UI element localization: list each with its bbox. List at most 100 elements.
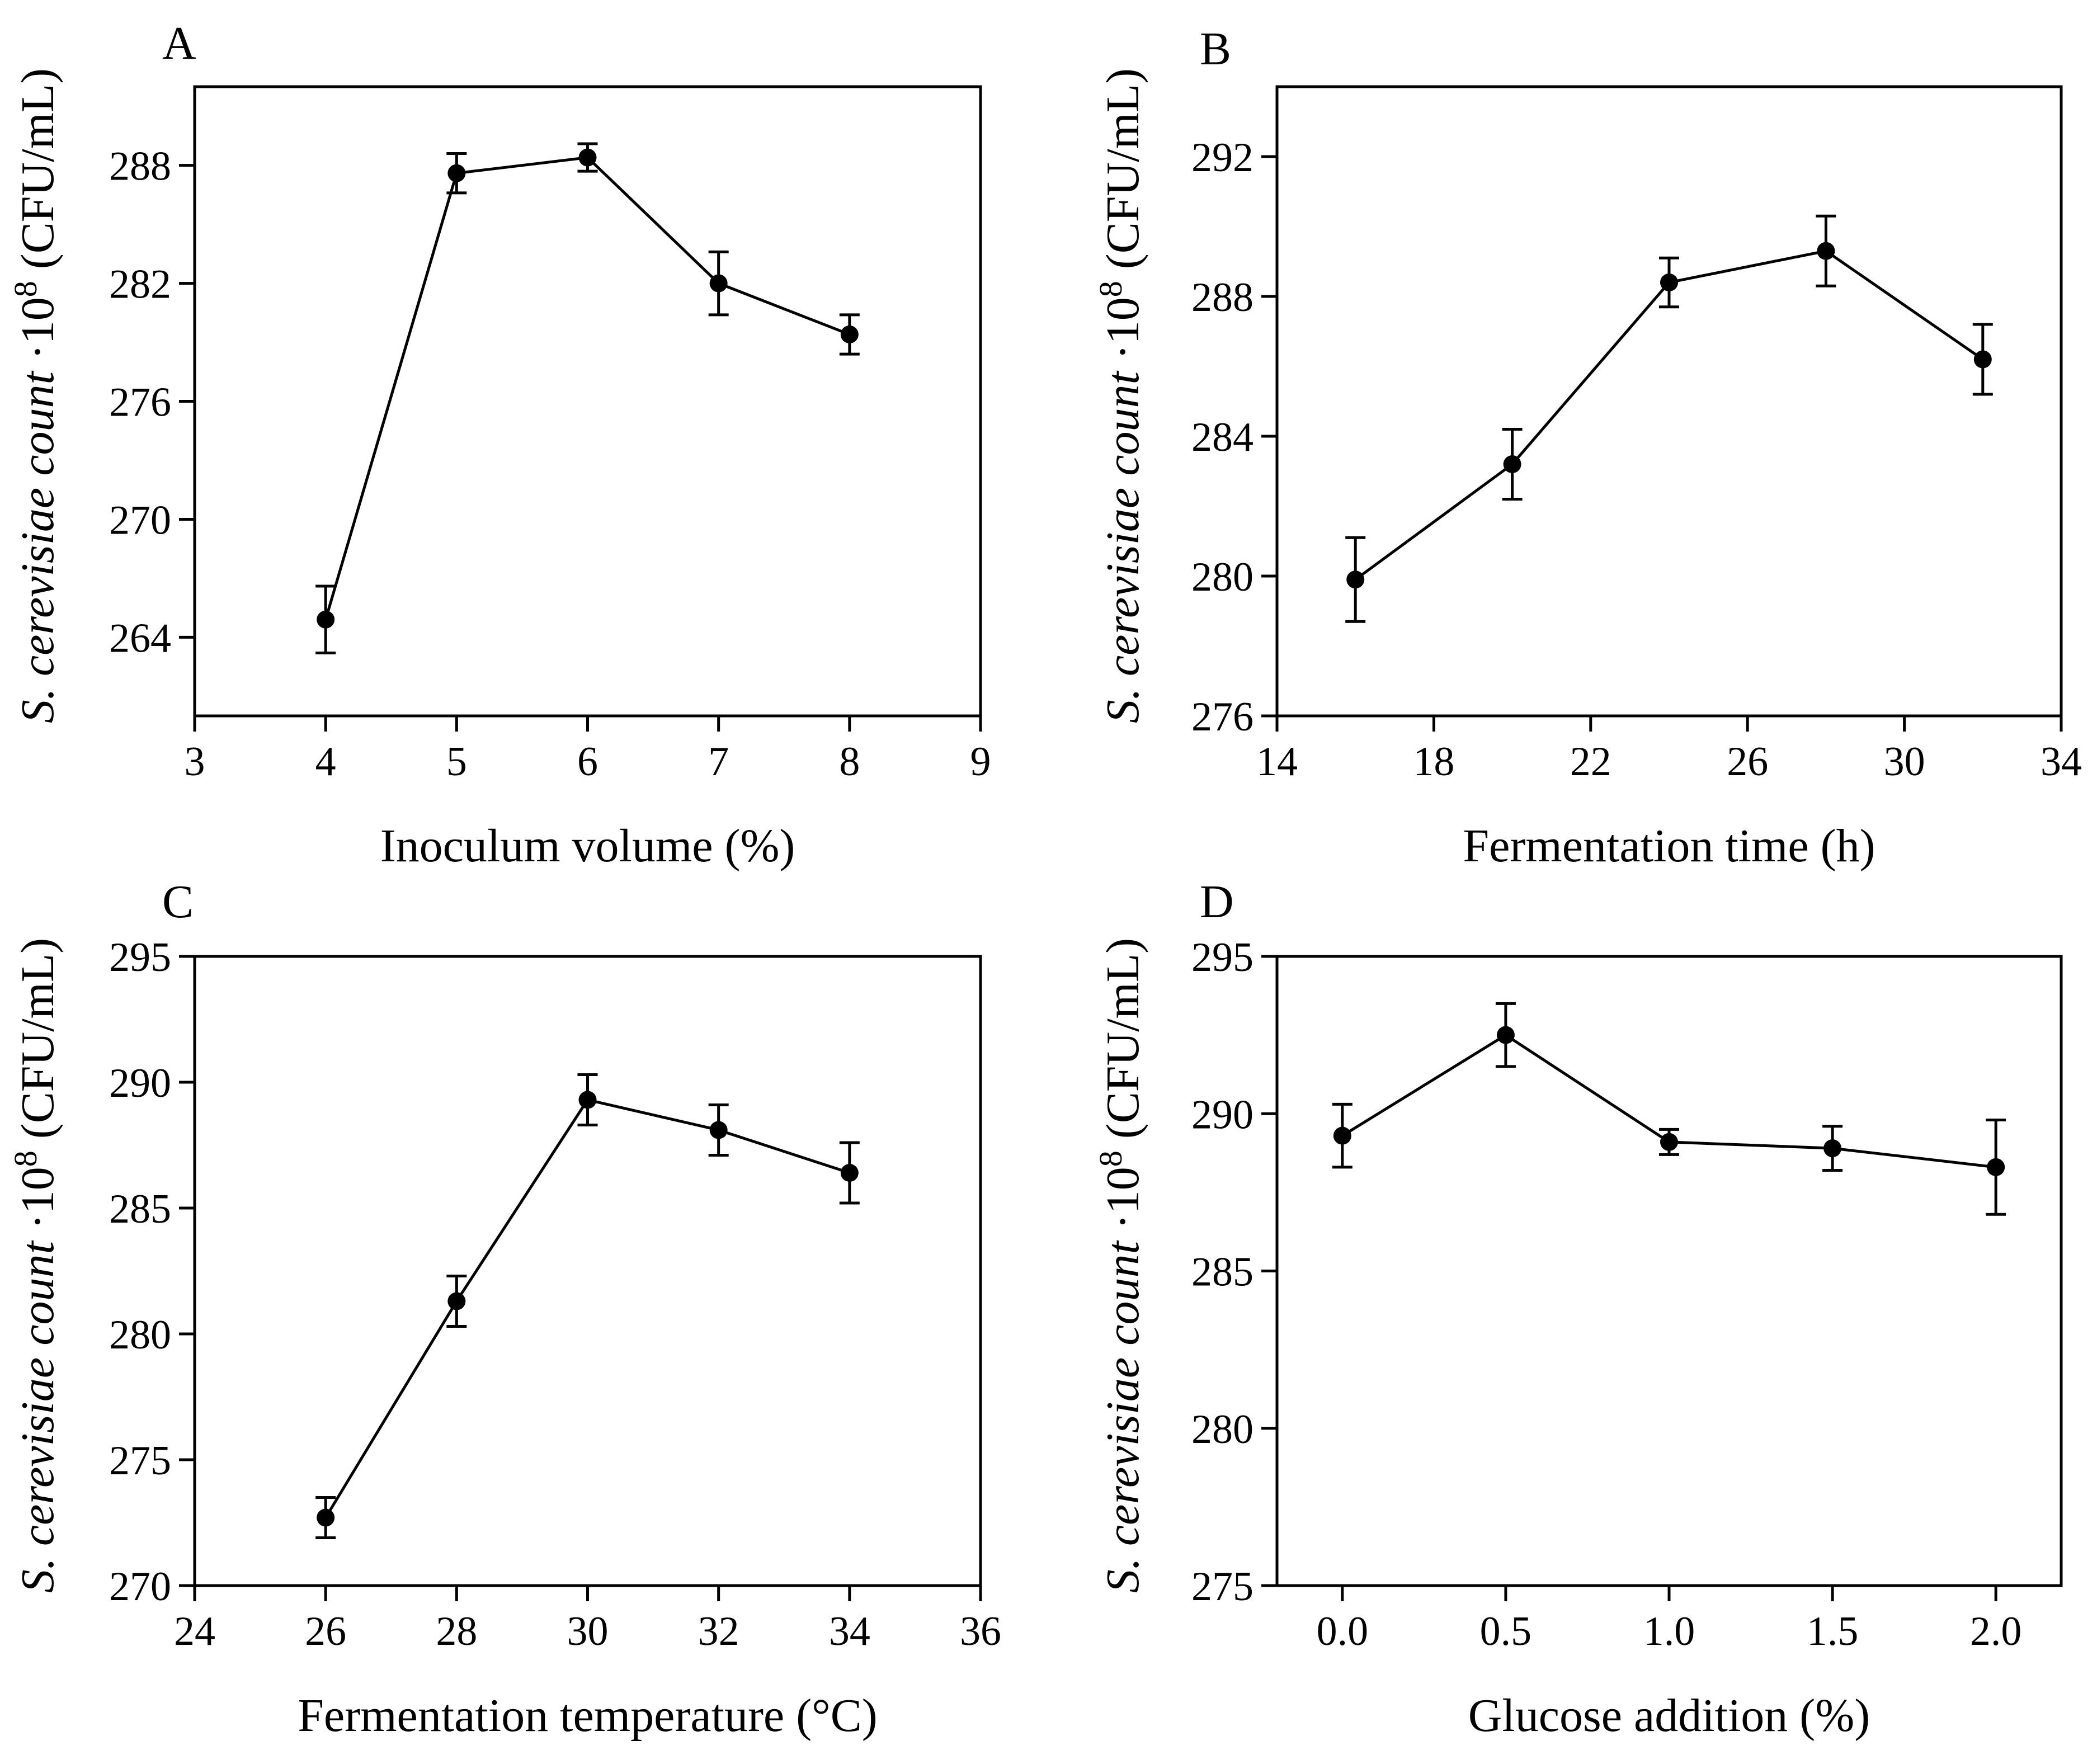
panel-b-x-axis-label: Fermentation time (h) (1463, 820, 1875, 872)
panel-c-data-point (447, 1292, 466, 1310)
panel-c-letter: C (162, 876, 194, 928)
panel-c-x-tick-label: 26 (305, 1609, 346, 1654)
panel-b-x-tick-label: 18 (1413, 739, 1454, 785)
panel-d-y-axis-label-species: S. cerevisiae count (1097, 1240, 1149, 1593)
panel-c-data-point (578, 1091, 597, 1109)
panel-b-y-axis-label-multiplier: ·10 (1097, 297, 1149, 371)
panel-b-y-axis-label-exponent: 8 (1092, 281, 1129, 297)
panel-b-x-tick-label: 30 (1884, 739, 1925, 785)
panel-b-y-tick-label: 280 (1191, 554, 1254, 600)
panel-a-y-tick-label: 276 (109, 380, 171, 426)
panel-c-y-tick-label: 290 (109, 1060, 171, 1106)
panel-c-y-tick-label: 275 (109, 1438, 171, 1484)
panel-b-y-tick-label: 284 (1191, 414, 1254, 460)
panel-a-x-axis-label: Inoculum volume (%) (380, 820, 795, 872)
panel-b-letter: B (1200, 23, 1231, 75)
panel-c-x-tick-label: 36 (960, 1609, 1001, 1654)
panel-b-data-point (1817, 242, 1835, 260)
panel-d-letter: D (1200, 876, 1234, 928)
panel-d-data-point (1823, 1139, 1842, 1158)
panel-d-y-axis-label-multiplier: ·10 (1097, 1167, 1149, 1241)
panel-a-y-axis-label-species: S. cerevisiae count (12, 370, 64, 724)
panel-b-data-point (1346, 570, 1365, 589)
panel-c-y-axis-label-multiplier: ·10 (12, 1167, 64, 1241)
panel-d-data-point (1333, 1126, 1351, 1145)
panel-a: A 3 4 5 6 7 8 9 264 270 276 282 288 Inoculum volume (… (7, 17, 991, 872)
panel-a-x-tick-label: 5 (446, 739, 467, 785)
panel-b: B 14 18 22 26 30 34 276 280 284 288 292 Fermentation… (1092, 23, 2082, 872)
panel-a-data-point (709, 274, 728, 293)
panel-b-data-point (1503, 455, 1521, 473)
panel-a-x-tick-label: 4 (315, 739, 336, 785)
panel-b-data-point (1973, 350, 1992, 369)
panel-a-y-tick-label: 282 (109, 262, 171, 308)
panel-d-x-tick-label: 1.0 (1643, 1609, 1695, 1654)
panel-a-y-axis-label-exponent: 8 (7, 281, 44, 297)
panel-d-x-axis-label: Glucose addition (%) (1468, 1690, 1870, 1742)
panel-d-y-tick-label: 280 (1191, 1407, 1254, 1452)
panel-c-y-tick-label: 295 (109, 935, 171, 980)
panel-a-data-point (317, 610, 335, 629)
panel-b-x-tick-label: 14 (1256, 739, 1298, 785)
panel-d-x-tick-label: 2.0 (1970, 1609, 2022, 1654)
panel-c-y-tick-label: 280 (109, 1312, 171, 1358)
panel-c-y-axis-label: S. cerevisiae count ·108 (CFU/mL) (7, 938, 64, 1593)
panel-d-y-axis-label: S. cerevisiae count ·108 (CFU/mL) (1092, 938, 1149, 1593)
panel-b-y-tick-label: 292 (1191, 135, 1254, 181)
panel-d-y-tick-label: 290 (1191, 1092, 1254, 1138)
panel-a-letter: A (162, 17, 196, 69)
panel-b-y-axis-label-species: S. cerevisiae count (1097, 370, 1149, 724)
panel-d-data-point (1496, 1026, 1515, 1044)
panel-d: D 0.0 0.5 1.0 1.5 2.0 275 280 285 290 295 Glucose a… (1092, 876, 2063, 1742)
panel-c-x-tick-label: 24 (174, 1609, 215, 1654)
panel-c-data-point (317, 1508, 335, 1527)
panel-a-y-axis-label-multiplier: ·10 (12, 297, 64, 371)
panel-a-x-tick-label: 8 (839, 739, 860, 785)
panel-a-data-point (578, 148, 597, 167)
panel-a-data-point (447, 164, 466, 182)
panel-c-data-point (840, 1164, 859, 1182)
panel-a-x-tick-label: 6 (577, 739, 598, 785)
panel-a-y-axis-label: S. cerevisiae count ·108 (CFU/mL) (7, 68, 64, 723)
panel-b-y-tick-label: 288 (1191, 275, 1254, 320)
panel-b-data-point (1660, 273, 1678, 291)
panel-c-x-tick-label: 34 (829, 1609, 870, 1654)
panel-b-x-tick-label: 26 (1727, 739, 1768, 785)
panel-d-x-tick-label: 1.5 (1807, 1609, 1859, 1654)
panel-d-y-tick-label: 285 (1191, 1249, 1254, 1295)
panel-a-x-tick-label: 3 (185, 739, 205, 785)
panel-d-y-tick-label: 275 (1191, 1564, 1254, 1610)
panel-c-y-axis-label-unit: (CFU/mL) (12, 938, 64, 1150)
panel-c-x-tick-label: 30 (567, 1609, 609, 1654)
panel-c-x-axis-label: Fermentation temperature (°C) (298, 1690, 878, 1742)
panel-a-y-axis-label-unit: (CFU/mL) (12, 68, 64, 281)
panel-c-x-tick-label: 32 (698, 1609, 739, 1654)
panel-c-y-axis-label-species: S. cerevisiae count (12, 1240, 64, 1593)
panel-d-y-axis-label-exponent: 8 (1092, 1150, 1129, 1167)
panel-c-y-axis-label-exponent: 8 (7, 1150, 44, 1167)
panel-a-data-point (840, 325, 859, 343)
panel-c-x-tick-label: 28 (436, 1609, 477, 1654)
panel-d-x-tick-label: 0.0 (1317, 1609, 1369, 1654)
panel-b-plot-frame (1275, 85, 2063, 718)
panel-c-data-point (709, 1121, 728, 1139)
panel-d-data-point (1660, 1133, 1678, 1151)
panel-a-x-tick-label: 7 (708, 739, 729, 785)
panel-b-y-axis-label: S. cerevisiae count ·108 (CFU/mL) (1092, 68, 1149, 723)
panel-c-y-tick-label: 285 (109, 1186, 171, 1232)
panel-a-y-tick-label: 264 (109, 615, 171, 661)
panel-c-y-tick-label: 270 (109, 1564, 171, 1610)
panel-b-x-tick-label: 34 (2041, 739, 2082, 785)
panel-a-y-tick-label: 270 (109, 497, 171, 543)
panel-b-y-axis-label-unit: (CFU/mL) (1097, 68, 1149, 281)
panel-d-data-point (1987, 1158, 2005, 1176)
panel-b-y-tick-label: 276 (1191, 694, 1254, 740)
panel-a-y-tick-label: 288 (109, 144, 171, 190)
panel-b-x-tick-label: 22 (1570, 739, 1611, 785)
panel-a-x-tick-label: 9 (970, 739, 991, 785)
panel-d-y-tick-label: 295 (1191, 935, 1254, 980)
panel-d-y-axis-label-unit: (CFU/mL) (1097, 938, 1149, 1150)
panel-d-x-tick-label: 0.5 (1480, 1609, 1532, 1654)
